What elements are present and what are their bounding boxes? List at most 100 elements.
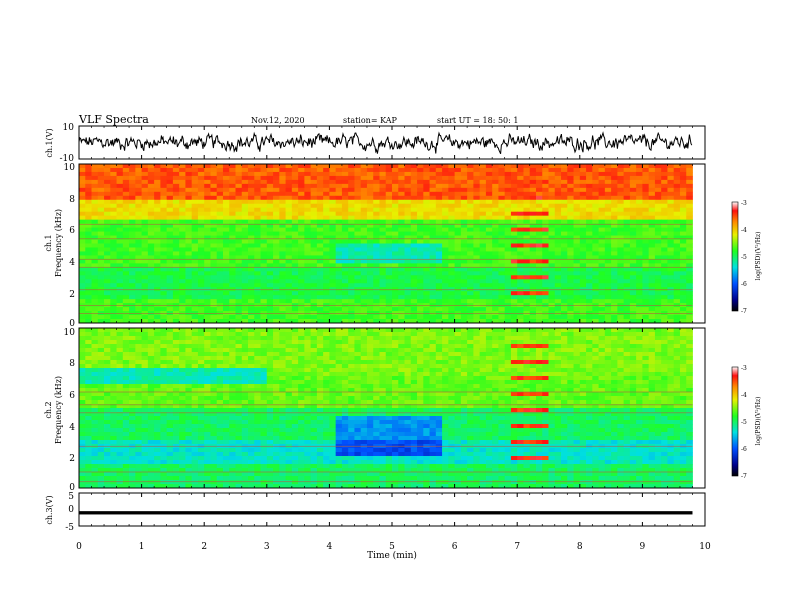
spectrogram-cell	[686, 199, 693, 205]
spectrogram-cell	[254, 247, 261, 252]
spectrogram-cell	[122, 299, 130, 304]
spectrogram-cell	[273, 364, 280, 369]
spectrogram-cell	[636, 295, 643, 300]
spectrogram-cell	[510, 283, 518, 288]
spectrogram-cell	[179, 247, 186, 252]
spectrogram-cell	[629, 231, 637, 236]
spectrogram-cell	[323, 211, 330, 217]
spectrogram-cell	[467, 283, 474, 288]
spectrogram-cell	[373, 199, 380, 205]
spectrogram-cell	[667, 279, 675, 284]
spectrogram-cell	[592, 291, 599, 296]
spectrogram-cell	[404, 319, 412, 324]
spectrogram-cell	[241, 348, 249, 353]
spectrogram-cell	[611, 235, 618, 240]
spectrogram-cell	[460, 239, 468, 244]
spectrogram-cell	[254, 171, 261, 177]
spectrogram-cell	[216, 211, 224, 217]
spectrogram-cell	[679, 348, 687, 353]
spectrogram-cell	[310, 340, 318, 345]
spectrogram-cell	[667, 299, 675, 304]
spectrogram-cell	[197, 307, 205, 312]
spectrogram-cell	[586, 195, 593, 201]
spectrogram-cell	[110, 239, 117, 244]
spectrogram-cell	[235, 231, 243, 236]
spectrogram-cell	[398, 315, 405, 320]
spectrogram-cell	[398, 360, 405, 365]
spectrogram-cell	[185, 328, 193, 333]
spectrogram-cell	[611, 219, 618, 225]
spectrogram-cell	[404, 235, 412, 240]
spectrogram-cell	[341, 295, 349, 300]
spectrogram-cell	[579, 164, 587, 169]
spectrogram-cell	[417, 171, 424, 177]
spectrogram-cell	[385, 315, 393, 320]
spectrogram-cell	[442, 299, 449, 304]
spectrogram-cell	[79, 368, 86, 373]
spectrogram-cell	[679, 247, 687, 252]
spectrogram-cell	[285, 183, 293, 189]
spectrogram-cell	[360, 235, 368, 240]
spectrogram-cell	[529, 219, 537, 225]
spectrogram-cell	[110, 203, 117, 209]
spectrogram-cell	[298, 215, 305, 221]
spectrogram-cell	[579, 328, 587, 333]
spectrogram-cell	[147, 368, 155, 373]
spectrogram-cell	[266, 179, 274, 185]
spectrogram-cell	[273, 279, 280, 284]
spectrogram-cell	[216, 340, 224, 345]
spectrogram-cell	[248, 275, 255, 280]
spectrogram-cell	[673, 364, 681, 369]
spectrogram-cell	[667, 183, 675, 189]
spectrogram-cell	[222, 332, 230, 337]
spectrogram-cell	[410, 167, 418, 173]
spectrogram-cell	[147, 267, 155, 272]
spectrogram-cell	[154, 175, 161, 181]
spectrogram-cell	[341, 239, 349, 244]
spectrogram-cell	[104, 332, 111, 337]
spectrogram-cell	[392, 164, 399, 169]
spectrogram-cell	[448, 247, 455, 252]
spectrogram-cell	[648, 263, 656, 268]
spectrogram-cell	[648, 336, 656, 341]
spectrogram-cell	[285, 187, 293, 193]
spectrogram-cell	[498, 187, 506, 193]
spectrogram-cell	[179, 295, 186, 300]
spectrogram-cell	[304, 291, 312, 296]
spectrogram-cell	[135, 231, 142, 236]
spectrogram-cell	[398, 255, 405, 260]
spectrogram-cell	[291, 219, 299, 225]
spectrogram-cell	[260, 167, 268, 173]
spectrogram-cell	[592, 251, 599, 256]
spectrogram-cell	[417, 191, 424, 197]
spectrogram-cell	[667, 191, 675, 197]
spectrogram-cell	[354, 223, 362, 229]
spectrogram-cell	[85, 295, 92, 300]
spectrogram-cell	[517, 175, 524, 181]
spectrogram-cell	[298, 283, 305, 288]
spectrogram-cell	[517, 199, 524, 205]
spectrogram-cell	[542, 360, 549, 365]
spectrogram-cell	[91, 183, 99, 189]
spectrogram-cell	[529, 239, 537, 244]
spectrogram-cell	[279, 183, 286, 189]
spectrogram-cell	[542, 352, 549, 357]
spectrogram-cell	[492, 211, 499, 217]
spectrogram-cell	[79, 215, 86, 221]
spectrogram-cell	[598, 279, 606, 284]
spectrogram-cell	[404, 279, 412, 284]
spectrogram-cell	[172, 223, 180, 229]
spectrogram-cell	[191, 231, 199, 236]
spectrogram-cell	[185, 199, 193, 205]
spectrogram-cell	[492, 199, 499, 205]
spectrogram-cell	[166, 179, 174, 185]
spectrogram-cell	[492, 215, 499, 221]
spectrogram-cell	[598, 275, 606, 280]
spectrogram-cell	[604, 223, 612, 229]
spectrogram-cell	[379, 195, 387, 201]
spectrogram-cell	[404, 215, 412, 221]
spectrogram-cell	[654, 356, 662, 361]
spectrogram-cell	[97, 175, 105, 181]
spectrogram-cell	[617, 360, 625, 365]
spectrogram-cell	[154, 283, 161, 288]
